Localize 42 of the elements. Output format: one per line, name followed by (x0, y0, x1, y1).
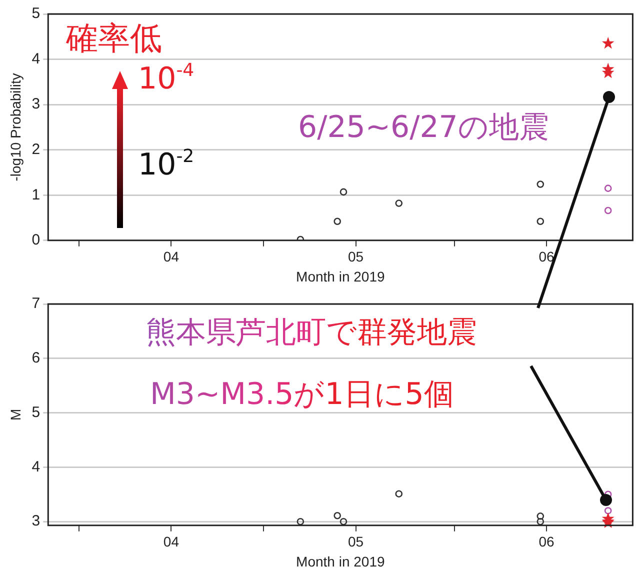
annotation: 10$^{-2}$ (138, 146, 194, 183)
annotation: 6/25~6/27の地震 (298, 110, 549, 145)
point (340, 518, 348, 526)
y-tick-label: 5 (32, 5, 40, 22)
y-tick-label: 0 (32, 232, 40, 249)
point (536, 218, 544, 226)
point (334, 512, 341, 520)
annotation: 熊本県芦北町で群発地震 (146, 315, 477, 350)
point (296, 518, 304, 526)
y-tick-label: 4 (32, 50, 40, 68)
point (395, 200, 403, 207)
y-tick-label: 7 (32, 295, 40, 312)
y-axis-title: -log10 Probability (7, 73, 24, 182)
y-tick-label: 1 (32, 186, 40, 204)
y-tick-label: 6 (32, 350, 40, 367)
x-axis-title: Month in 2019 (296, 553, 385, 570)
point (604, 184, 612, 192)
y-tick-label: 5 (32, 404, 40, 421)
x-tick-label: 04 (163, 534, 180, 550)
point (604, 206, 612, 214)
point (604, 507, 612, 514)
y-tick-label: 2 (32, 140, 40, 158)
x-axis-title: Month in 2019 (296, 268, 385, 284)
point (602, 36, 614, 49)
y-axis-title: M (7, 408, 24, 421)
annotation: 確率低 (66, 19, 162, 57)
x-tick-label: 06 (538, 534, 555, 550)
x-tick-label: 04 (163, 248, 180, 265)
y-tick-label: 3 (32, 96, 40, 113)
point (536, 512, 544, 520)
annotation: M3~M3.5が1日に5個 (150, 377, 454, 412)
y-tick-label: 3 (32, 512, 40, 530)
x-tick-label: 05 (348, 534, 364, 550)
point (334, 218, 341, 226)
point (395, 490, 403, 498)
point (536, 180, 544, 188)
y-tick-label: 4 (32, 458, 40, 476)
x-tick-label: 06 (538, 248, 555, 265)
point (536, 518, 544, 526)
x-tick-label: 05 (348, 248, 364, 265)
annotation: 10$^{-4}$ (138, 60, 194, 97)
point (340, 188, 348, 196)
